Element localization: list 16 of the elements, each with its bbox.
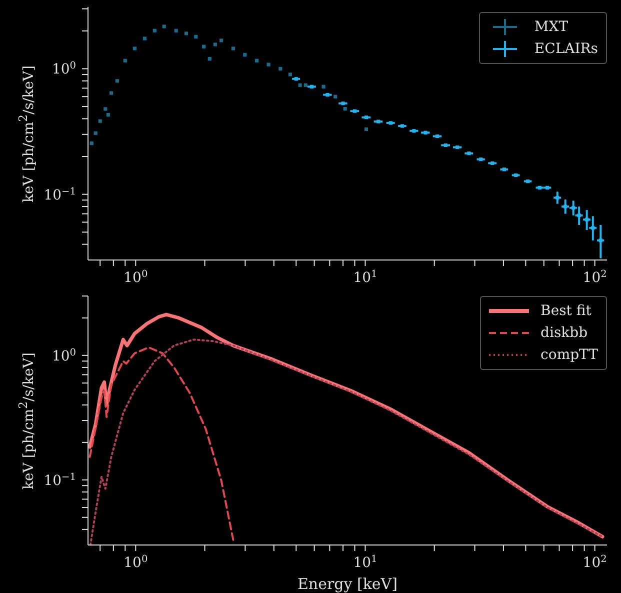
legend-label: MXT — [534, 19, 568, 35]
legend-label: ECLAIRs — [534, 41, 598, 57]
legend-label: diskbb — [540, 325, 588, 341]
x-tick-label: 10$^{2}$ — [582, 268, 607, 286]
x-tick-label: 10$^{0}$ — [124, 554, 148, 571]
x-axis-title: Energy [keV] — [297, 575, 398, 593]
y-tick-label: 10$^{0}$ — [52, 60, 76, 78]
legend-label: Best fit — [540, 303, 592, 319]
x-tick-label: 10$^{1}$ — [353, 268, 378, 286]
legend-label: compTT — [540, 347, 598, 363]
x-tick-label: 10$^{1}$ — [353, 554, 378, 571]
x-tick-label: 10$^{2}$ — [582, 554, 607, 571]
y-tick-label: 10$^{−1}$ — [44, 186, 76, 204]
x-tick-label: 10$^{0}$ — [124, 268, 148, 286]
y-tick-label: 10$^{−1}$ — [44, 471, 76, 489]
y-tick-label: 10$^{0}$ — [52, 346, 76, 364]
